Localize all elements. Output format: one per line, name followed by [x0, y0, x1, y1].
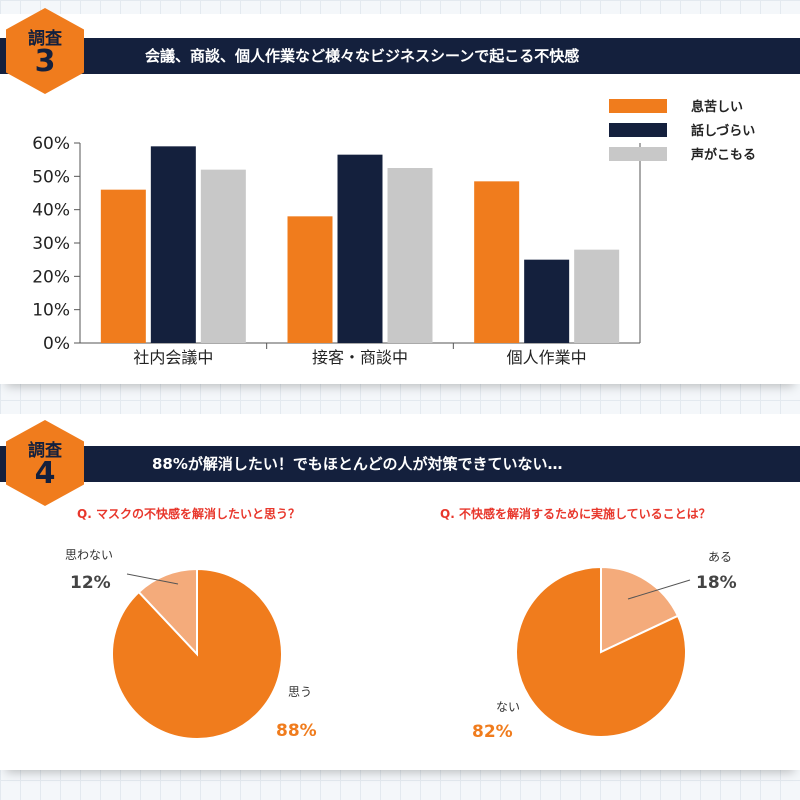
bar	[337, 154, 383, 343]
y-tick-label: 30%	[32, 234, 70, 254]
legend-label: 声がこもる	[690, 147, 756, 163]
legend-swatch	[609, 99, 667, 113]
pie-value-label: 88%	[276, 721, 317, 741]
x-tick-label: 接客・商談中	[312, 348, 408, 367]
bar	[574, 249, 620, 343]
y-tick-label: 0%	[43, 334, 70, 354]
y-tick-label: 10%	[32, 301, 70, 321]
pie-slice	[515, 565, 687, 738]
survey3-badge-number: 3	[34, 44, 56, 79]
pie-value-label: 12%	[70, 573, 111, 593]
bar	[100, 189, 146, 343]
survey4-panel: 88%が解消したい！でもほとんどの人が対策できていない… Q. マスクの不快感を…	[0, 414, 800, 770]
survey4-badge: 調査 4	[6, 420, 84, 506]
bar	[474, 181, 520, 343]
survey3-badge: 調査 3	[6, 8, 84, 94]
pie-label: ある	[708, 550, 732, 564]
pie-slice	[137, 567, 198, 657]
legend-label: 話しづらい	[691, 123, 755, 139]
leader-line	[627, 579, 691, 600]
x-tick-label: 社内会議中	[133, 348, 213, 367]
y-tick-label: 50%	[32, 167, 70, 187]
y-tick-label: 60%	[32, 134, 70, 154]
pie-label: 思う	[288, 685, 312, 699]
survey4-title-bar: 88%が解消したい！でもほとんどの人が対策できていない…	[0, 446, 800, 482]
pie-charts: Q. マスクの不快感を解消したいと思う？ 思う 88% 思わない 12% Q. 不快感を解…	[65, 506, 737, 742]
survey3-title-bar: 会議、商談、個人作業など様々なビジネスシーンで起こる不快感	[0, 38, 800, 74]
survey4-badge-number: 4	[34, 456, 56, 491]
survey3-badge-label: 調査	[28, 29, 62, 49]
bar-chart: 0% 10% 20% 30% 40% 50% 60% 社内会議中 接客・商談中 個人作業中 息苦しい…	[32, 99, 756, 367]
bar	[387, 168, 433, 343]
question-text: Q. マスクの不快感を解消したいと思う？	[77, 506, 300, 521]
pie-slice	[600, 565, 680, 654]
survey3-title: 会議、商談、個人作業など様々なビジネスシーンで起こる不快感	[145, 47, 580, 65]
pie-value-label: 82%	[472, 722, 513, 742]
survey4-title: 88%が解消したい！でもほとんどの人が対策できていない…	[152, 455, 563, 473]
question-text: Q. 不快感を解消するために実施していることは？	[440, 506, 711, 521]
y-tick-label: 40%	[32, 201, 70, 221]
survey3-panel: 会議、商談、個人作業など様々なビジネスシーンで起こる不快感 0% 10% 20% 30…	[0, 14, 800, 384]
y-tick-label: 20%	[32, 267, 70, 287]
pie-label: ない	[496, 700, 520, 714]
bar	[524, 259, 570, 343]
leader-line	[126, 573, 179, 585]
bar	[287, 216, 333, 343]
legend-swatch	[609, 123, 667, 137]
x-tick-label: 個人作業中	[507, 348, 587, 367]
legend-swatch	[609, 147, 667, 161]
legend-label: 息苦しい	[691, 99, 743, 115]
pie-label: 思わない	[65, 548, 113, 562]
bar	[150, 146, 196, 343]
survey4-badge-label: 調査	[28, 441, 62, 461]
pie-value-label: 18%	[696, 573, 737, 593]
bar	[200, 169, 246, 343]
